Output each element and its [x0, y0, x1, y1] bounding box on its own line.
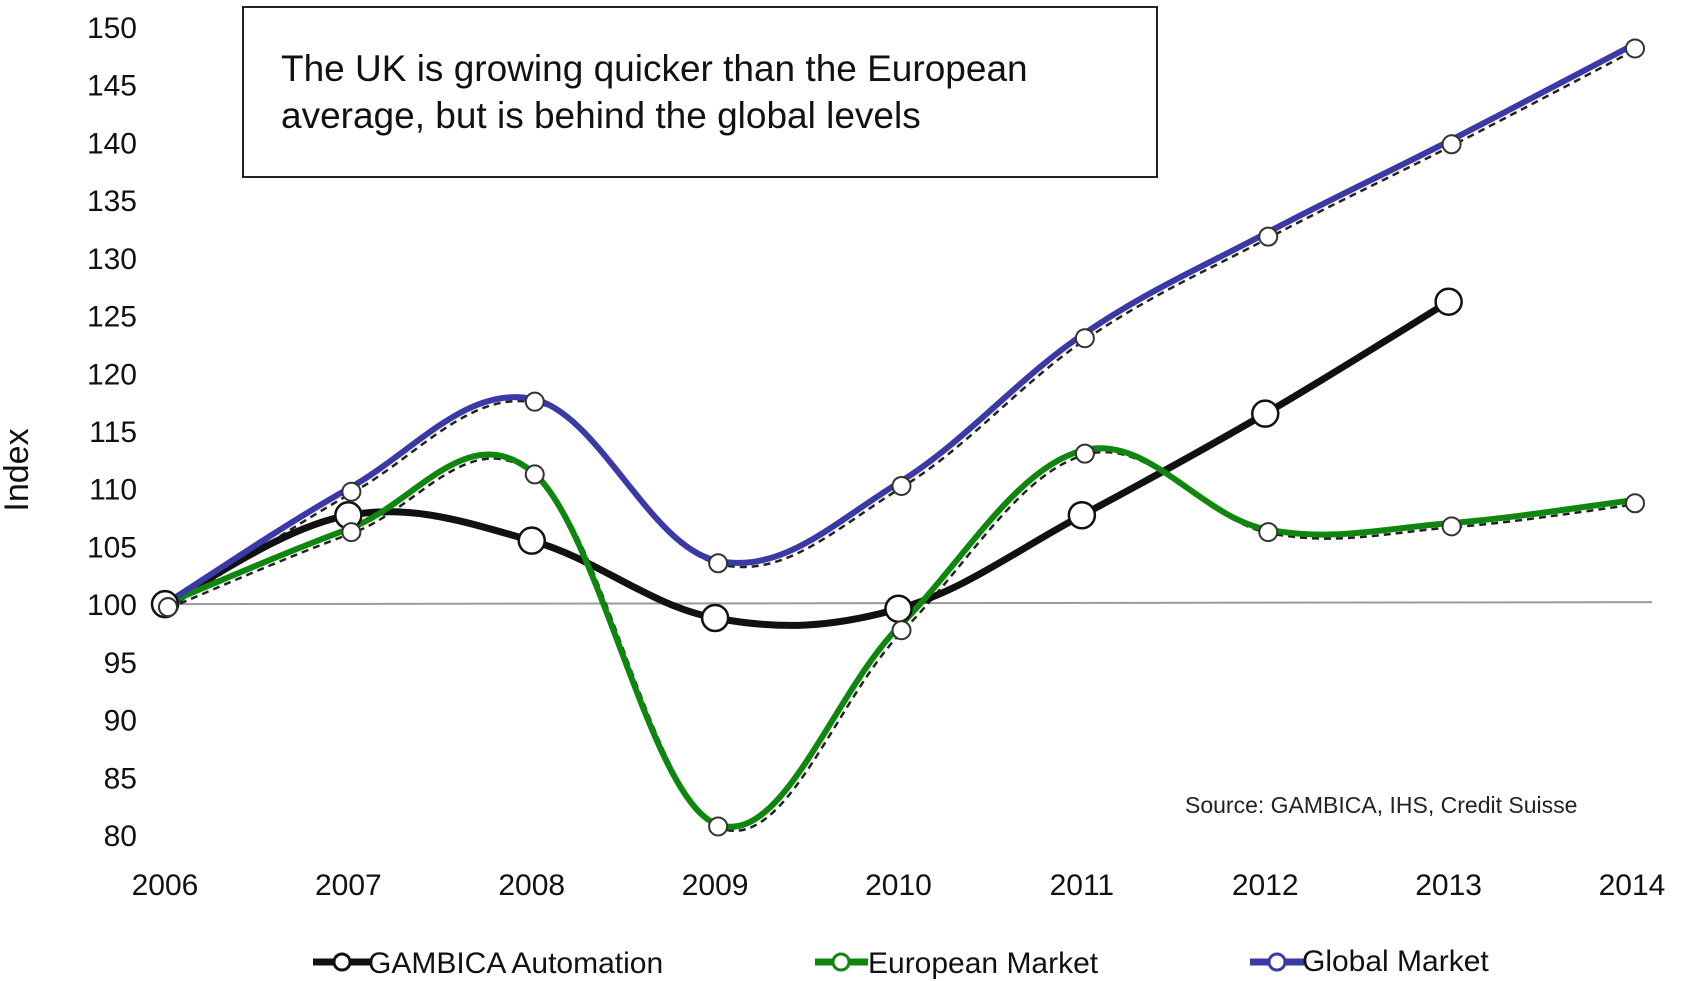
y-tick-label: 110 — [89, 474, 137, 507]
legend-item-european: European Market — [815, 947, 1099, 980]
x-tick-label: 2014 — [1599, 869, 1666, 902]
x-tick-label: 2010 — [865, 869, 932, 902]
y-axis-title: Index — [0, 428, 36, 511]
annotation-box — [242, 6, 1158, 178]
y-tick-label: 80 — [104, 820, 137, 853]
legend-item-gambica: GAMBICA Automation — [313, 947, 663, 980]
x-tick-label: 2013 — [1415, 869, 1482, 902]
data-point-gambica — [517, 526, 546, 555]
data-point-global — [341, 481, 362, 502]
legend-label-global: Global Market — [1302, 945, 1489, 978]
y-tick-label: 125 — [87, 301, 137, 334]
legend-marker-global — [1267, 952, 1287, 972]
x-tick-label: 2008 — [498, 869, 565, 902]
data-point-gambica — [1067, 501, 1097, 530]
legend-marker-european — [831, 952, 851, 972]
data-point-european — [708, 816, 729, 837]
annotation-line-1: The UK is growing quicker than the Europ… — [281, 48, 1028, 89]
data-point-european — [524, 464, 545, 485]
data-point-global — [1441, 134, 1462, 155]
data-point-gambica — [700, 603, 730, 633]
data-point-global — [708, 553, 729, 574]
data-point-gambica — [884, 594, 913, 624]
data-point-european — [1441, 516, 1462, 537]
y-tick-label: 120 — [87, 358, 137, 391]
legend: GAMBICA Automation European Market Globa… — [313, 945, 1489, 980]
data-point-global — [1074, 328, 1095, 349]
data-point-global — [1625, 38, 1645, 59]
data-point-european — [891, 620, 912, 641]
data-point-global — [158, 597, 178, 618]
series-shadow-european — [168, 451, 1637, 832]
y-tick-label: 145 — [87, 70, 137, 103]
legend-label-gambica: GAMBICA Automation — [368, 947, 663, 980]
x-tick-label: 2009 — [682, 869, 749, 902]
data-point-european — [1625, 493, 1645, 514]
data-point-global — [891, 475, 912, 496]
y-tick-label: 100 — [87, 589, 137, 622]
legend-item-global: Global Market — [1250, 945, 1489, 978]
y-tick-label: 95 — [104, 647, 137, 680]
x-tick-label: 2007 — [315, 869, 382, 902]
legend-label-european: European Market — [868, 947, 1099, 980]
y-tick-label: 115 — [89, 416, 137, 449]
series-line-gambica — [161, 298, 1453, 629]
data-point-global — [1258, 226, 1279, 247]
x-tick-label: 2012 — [1232, 869, 1299, 902]
data-point-european — [1074, 443, 1095, 464]
y-tick-label: 130 — [87, 243, 137, 276]
series-line-european — [162, 445, 1635, 830]
source-note: Source: GAMBICA, IHS, Credit Suisse — [1185, 792, 1577, 818]
x-tick-label: 2006 — [132, 869, 199, 902]
annotation-line-2: average, but is behind the global levels — [281, 95, 921, 136]
x-tick-label: 2011 — [1050, 869, 1115, 902]
data-point-european — [1258, 522, 1279, 543]
data-point-european — [341, 522, 362, 543]
data-point-global — [524, 391, 545, 412]
legend-marker-gambica — [332, 952, 352, 972]
y-tick-label: 140 — [87, 127, 137, 160]
y-tick-label: 150 — [87, 12, 137, 45]
data-point-gambica — [1251, 399, 1280, 428]
data-point-gambica — [1434, 287, 1463, 316]
y-tick-label: 105 — [87, 531, 137, 564]
y-tick-label: 135 — [87, 185, 137, 218]
y-tick-label: 85 — [104, 762, 137, 795]
y-tick-label: 90 — [104, 705, 137, 738]
